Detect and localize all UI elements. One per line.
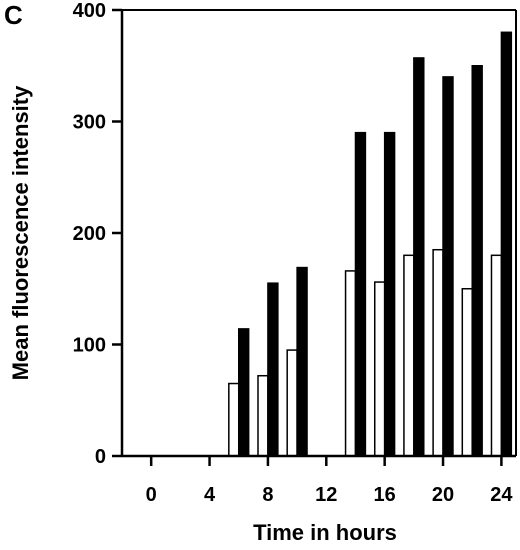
bar-series1-20 [432, 248, 444, 457]
bar-series2-10 [296, 266, 308, 457]
bar-series2-24 [500, 31, 513, 457]
x-ticks-group: 0 4 8 12 16 20 24 [146, 456, 513, 506]
y-tick-label-300: 300 [73, 112, 106, 134]
x-tick-label-16: 16 [374, 484, 396, 506]
bar-series2-8 [267, 282, 279, 457]
bar-series1-16 [373, 281, 386, 457]
x-tick-label-20: 20 [432, 484, 454, 506]
bar-series2-18 [413, 57, 425, 457]
bar-series2-14 [354, 131, 367, 457]
bar-series2-20 [442, 76, 454, 457]
x-tick-label-8: 8 [262, 484, 273, 506]
bar-series1-22 [461, 288, 473, 457]
bar-series2-16 [383, 131, 396, 457]
bar-series1-6 [228, 382, 240, 457]
bar-series1-18 [403, 254, 415, 457]
bars-group [228, 31, 513, 457]
x-axis-label: Time in hours [253, 520, 397, 545]
y-tick-label-0: 0 [95, 446, 106, 468]
y-tick-label-200: 200 [73, 223, 106, 245]
bar-series2-6 [237, 328, 250, 457]
bar-series1-14 [344, 270, 357, 457]
x-tick-label-4: 4 [204, 484, 216, 506]
y-tick-label-400: 400 [73, 0, 106, 22]
y-ticks-group: 0 100 200 300 400 [73, 0, 122, 468]
bar-series1-10 [286, 349, 298, 457]
x-tick-label-0: 0 [146, 484, 157, 506]
y-axis-label: Mean fluorescence intensity [8, 85, 33, 380]
y-tick-label-100: 100 [73, 335, 106, 357]
x-tick-label-24: 24 [490, 484, 513, 506]
bar-series1-24 [490, 254, 503, 457]
bar-series1-8 [257, 374, 269, 457]
bar-series2-22 [471, 65, 483, 457]
axes-group [120, 9, 517, 458]
panel-label: C [4, 0, 23, 30]
x-tick-label-12: 12 [315, 484, 337, 506]
